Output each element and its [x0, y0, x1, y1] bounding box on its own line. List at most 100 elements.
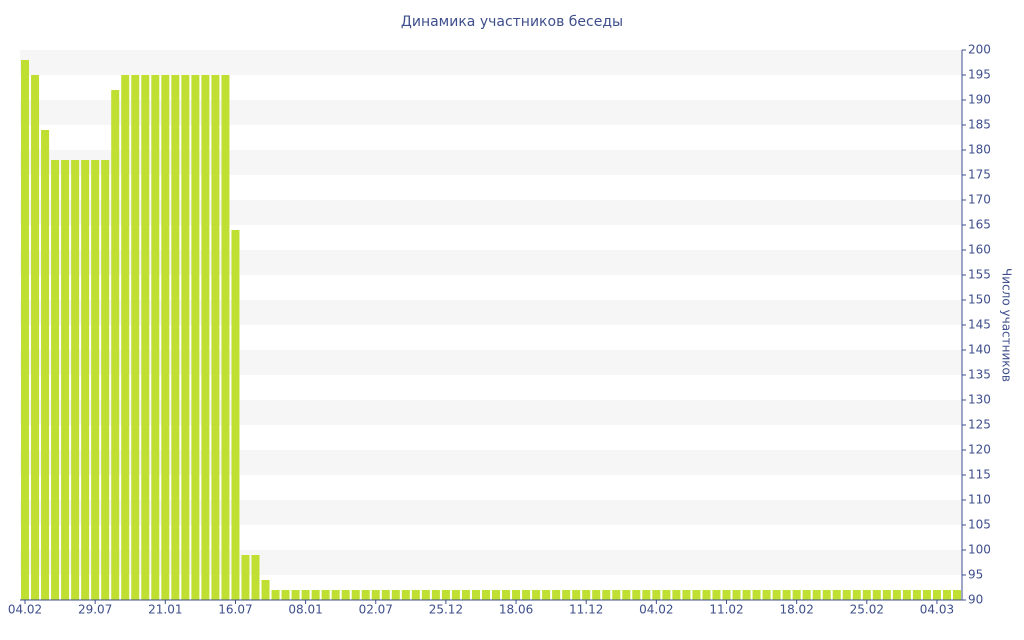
x-tick-label: 11.12 [569, 603, 603, 617]
bar [231, 230, 240, 600]
y-tick-label: 190 [968, 93, 991, 107]
y-tick-label: 125 [968, 418, 991, 432]
bar [101, 160, 110, 600]
grid-band [20, 50, 962, 75]
bar [612, 590, 621, 600]
x-tick-label: 11.02 [709, 603, 743, 617]
bar [51, 160, 60, 600]
bar [952, 590, 961, 600]
bar [461, 590, 470, 600]
y-tick-label: 115 [968, 468, 991, 482]
bar [862, 590, 871, 600]
y-tick-label: 100 [968, 543, 991, 557]
bar [742, 590, 751, 600]
bar [371, 590, 380, 600]
x-tick-label: 18.02 [779, 603, 813, 617]
bar [31, 75, 40, 600]
bar [151, 75, 160, 600]
y-tick-label: 155 [968, 268, 991, 282]
bar [201, 75, 210, 600]
y-tick-label: 120 [968, 443, 991, 457]
bar [902, 590, 911, 600]
bar [301, 590, 310, 600]
bar [932, 590, 941, 600]
bar [191, 75, 200, 600]
bar [502, 590, 511, 600]
bar [642, 590, 651, 600]
bar [431, 590, 440, 600]
x-tick-label: 16.07 [218, 603, 252, 617]
bar [131, 75, 140, 600]
x-tick-label: 18.06 [499, 603, 533, 617]
bar [21, 60, 30, 600]
chart-title: Динамика участников беседы [401, 14, 623, 30]
x-tick-label: 04.02 [639, 603, 673, 617]
bar [181, 75, 190, 600]
bar [331, 590, 340, 600]
bar [411, 590, 420, 600]
bar [251, 555, 260, 600]
bar [121, 75, 130, 600]
bar [542, 590, 551, 600]
y-tick-label: 140 [968, 343, 991, 357]
bar [622, 590, 631, 600]
bar [401, 590, 410, 600]
bar [221, 75, 230, 600]
bar [632, 590, 641, 600]
y-tick-label: 130 [968, 393, 991, 407]
bar [732, 590, 741, 600]
bar [281, 590, 290, 600]
y-tick-label: 185 [968, 118, 991, 132]
bar [81, 160, 90, 600]
bar [481, 590, 490, 600]
bar [552, 590, 561, 600]
x-tick-label: 04.02 [8, 603, 42, 617]
bar [41, 130, 50, 600]
bar [652, 590, 661, 600]
y-tick-label: 170 [968, 193, 991, 207]
y-tick-label: 165 [968, 218, 991, 232]
bar [91, 160, 100, 600]
bar [662, 590, 671, 600]
bar [692, 590, 701, 600]
bar [752, 590, 761, 600]
bar [492, 590, 501, 600]
y-tick-label: 110 [968, 493, 991, 507]
bar [381, 590, 390, 600]
bar [562, 590, 571, 600]
y-tick-label: 180 [968, 143, 991, 157]
bar [852, 590, 861, 600]
x-tick-label: 04.03 [920, 603, 954, 617]
y-tick-label: 195 [968, 68, 991, 82]
bar [842, 590, 851, 600]
bar [271, 590, 280, 600]
bar [682, 590, 691, 600]
bar [602, 590, 611, 600]
bar [471, 590, 480, 600]
bar [71, 160, 80, 600]
bar [441, 590, 450, 600]
bar [311, 590, 320, 600]
bar [261, 580, 270, 600]
bar [782, 590, 791, 600]
bar [522, 590, 531, 600]
y-tick-label: 150 [968, 293, 991, 307]
bar [942, 590, 951, 600]
x-tick-label: 25.12 [429, 603, 463, 617]
bar [351, 590, 360, 600]
bar [832, 590, 841, 600]
bar [702, 590, 711, 600]
bar [241, 555, 250, 600]
bar [361, 590, 370, 600]
bar [572, 590, 581, 600]
y-axis-label: Число участников [1000, 268, 1014, 382]
bar [512, 590, 521, 600]
bar [451, 590, 460, 600]
bar [141, 75, 150, 600]
y-tick-label: 145 [968, 318, 991, 332]
bar [341, 590, 350, 600]
x-tick-label: 25.02 [850, 603, 884, 617]
bar [812, 590, 821, 600]
bar [892, 590, 901, 600]
bar [592, 590, 601, 600]
